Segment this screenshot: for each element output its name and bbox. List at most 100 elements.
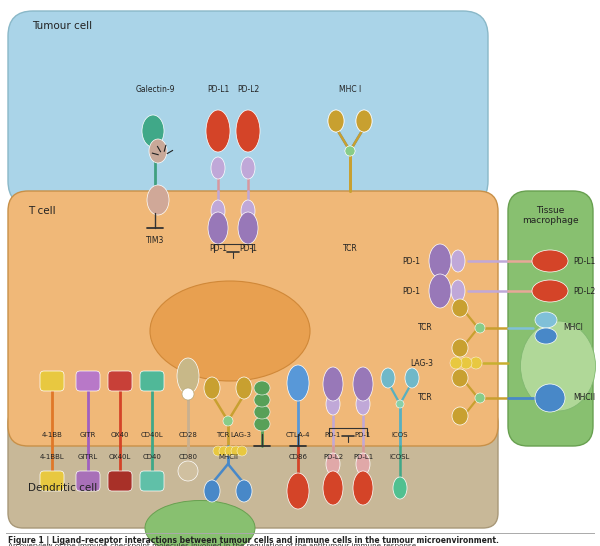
FancyBboxPatch shape	[40, 471, 64, 491]
Text: MHCI: MHCI	[563, 323, 583, 333]
Ellipse shape	[326, 393, 340, 415]
Circle shape	[225, 446, 235, 456]
Circle shape	[178, 461, 198, 481]
Ellipse shape	[254, 405, 270, 419]
Ellipse shape	[328, 110, 344, 132]
Circle shape	[345, 146, 355, 156]
Text: Ligand–receptor interactions between tumour cells and immune cells in the tumour: Ligand–receptor interactions between tum…	[52, 536, 499, 545]
Ellipse shape	[356, 110, 372, 132]
Ellipse shape	[356, 453, 370, 475]
Ellipse shape	[211, 200, 225, 222]
Circle shape	[460, 357, 472, 369]
Text: TIM3: TIM3	[146, 236, 164, 245]
Text: MHC I: MHC I	[339, 85, 361, 94]
Ellipse shape	[326, 453, 340, 475]
FancyBboxPatch shape	[140, 371, 164, 391]
Text: PD-1: PD-1	[402, 287, 420, 295]
Ellipse shape	[353, 367, 373, 401]
Circle shape	[345, 146, 355, 156]
Ellipse shape	[177, 358, 199, 394]
Text: CD28: CD28	[179, 432, 197, 438]
Text: Dendritic cell: Dendritic cell	[28, 483, 97, 493]
Text: 4-1BBL: 4-1BBL	[40, 454, 64, 460]
Ellipse shape	[204, 480, 220, 502]
Text: OX40L: OX40L	[109, 454, 131, 460]
Ellipse shape	[211, 157, 225, 179]
Ellipse shape	[208, 212, 228, 244]
Text: CD40: CD40	[143, 454, 161, 460]
Ellipse shape	[241, 200, 255, 222]
FancyBboxPatch shape	[508, 191, 593, 446]
Text: GITR: GITR	[80, 432, 96, 438]
Text: CD40L: CD40L	[140, 432, 163, 438]
Circle shape	[223, 416, 233, 426]
Ellipse shape	[147, 185, 169, 215]
Ellipse shape	[287, 365, 309, 401]
Text: MHCII: MHCII	[218, 454, 238, 460]
Circle shape	[182, 388, 194, 400]
FancyBboxPatch shape	[140, 471, 164, 491]
Ellipse shape	[254, 393, 270, 407]
Ellipse shape	[206, 110, 230, 152]
Text: MHCII: MHCII	[573, 394, 595, 402]
Ellipse shape	[532, 250, 568, 272]
Circle shape	[213, 446, 223, 456]
Ellipse shape	[254, 417, 270, 431]
Ellipse shape	[328, 110, 344, 132]
Ellipse shape	[142, 115, 164, 147]
FancyBboxPatch shape	[76, 471, 100, 491]
Circle shape	[450, 357, 462, 369]
Circle shape	[470, 357, 482, 369]
FancyBboxPatch shape	[108, 371, 132, 391]
Ellipse shape	[405, 368, 419, 388]
Ellipse shape	[532, 280, 568, 302]
Ellipse shape	[521, 321, 595, 411]
Ellipse shape	[254, 381, 270, 395]
Text: LAG-3: LAG-3	[230, 432, 251, 438]
Circle shape	[396, 400, 404, 408]
Circle shape	[237, 446, 247, 456]
Circle shape	[231, 446, 241, 456]
Ellipse shape	[356, 110, 372, 132]
Text: PD-1: PD-1	[239, 244, 257, 253]
Ellipse shape	[452, 369, 468, 387]
FancyBboxPatch shape	[8, 11, 488, 206]
Text: ICOS: ICOS	[392, 432, 408, 438]
Text: PD-1: PD-1	[209, 244, 227, 253]
Ellipse shape	[353, 471, 373, 505]
Ellipse shape	[204, 377, 220, 399]
Text: PD-L1: PD-L1	[207, 85, 229, 94]
Text: Figure 1 |: Figure 1 |	[8, 536, 52, 545]
Text: TCR: TCR	[217, 432, 230, 438]
Circle shape	[475, 393, 485, 403]
Text: LAG-3: LAG-3	[410, 359, 433, 367]
Ellipse shape	[145, 501, 255, 546]
Ellipse shape	[452, 299, 468, 317]
Ellipse shape	[323, 367, 343, 401]
Text: ICOSL: ICOSL	[390, 454, 410, 460]
Ellipse shape	[236, 480, 252, 502]
Text: PD-1: PD-1	[325, 432, 341, 438]
Ellipse shape	[236, 110, 260, 152]
Ellipse shape	[149, 139, 167, 163]
Text: CD86: CD86	[289, 454, 308, 460]
Text: CTLA-4: CTLA-4	[286, 432, 310, 438]
Ellipse shape	[429, 274, 451, 308]
Ellipse shape	[287, 473, 309, 509]
Ellipse shape	[323, 471, 343, 505]
Text: TCR: TCR	[343, 244, 358, 253]
Text: PD-L2: PD-L2	[323, 454, 343, 460]
Text: Tumour cell: Tumour cell	[32, 21, 92, 31]
Text: PD-1: PD-1	[402, 257, 420, 265]
Ellipse shape	[356, 393, 370, 415]
Text: T cell: T cell	[28, 206, 56, 216]
Text: GITRL: GITRL	[78, 454, 98, 460]
FancyBboxPatch shape	[76, 371, 100, 391]
Ellipse shape	[393, 477, 407, 499]
Text: PD-1: PD-1	[355, 432, 371, 438]
Ellipse shape	[452, 407, 468, 425]
Circle shape	[219, 446, 229, 456]
Text: OX40: OX40	[111, 432, 129, 438]
Ellipse shape	[535, 312, 557, 328]
FancyBboxPatch shape	[8, 191, 498, 446]
